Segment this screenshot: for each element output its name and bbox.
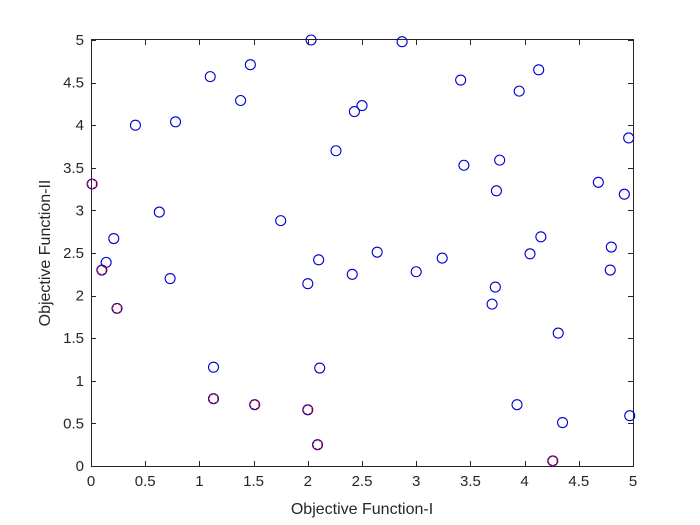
y-tick-label: 4.5 [63,75,84,92]
population-point [513,85,525,97]
x-tick-labels: 0 0.5 1 1.5 2 2.5 3 3.5 4 4.5 5 [87,473,637,490]
y-axis-label: Objective Function-II [37,180,54,327]
population-point [348,106,360,118]
x-tick-label: 1 [195,473,203,490]
pareto-point [547,455,559,467]
population-point [356,100,368,112]
x-tick-label: 2 [304,473,312,490]
population-point [305,34,317,46]
population-point [436,252,448,264]
population-point [604,264,616,276]
population-point [623,132,635,144]
pareto-point [111,303,123,314]
population-point [624,410,636,422]
y-tick-label: 0 [76,458,84,475]
population-point [618,188,630,200]
x-tick-label: 5 [629,473,637,490]
population-point [486,298,498,310]
pareto-point [86,178,98,190]
x-tick-label: 0.5 [135,473,156,490]
population-point [494,154,506,166]
population-point [313,254,325,266]
x-tick-label: 0 [87,473,95,490]
population-point [458,159,470,171]
pareto-point [312,439,323,451]
population-point [489,281,501,293]
pareto-point [208,393,219,404]
pareto-point [249,399,260,410]
population-point [204,71,216,83]
population-point [455,74,467,86]
x-tick-label: 3 [412,473,420,490]
y-tick-label: 3.5 [63,160,84,177]
population-point [535,231,547,243]
y-tick-labels: 0 0.5 1 1.5 2 2.5 3 3.5 4 4.5 5 [63,32,84,475]
population-point [314,362,326,374]
population-point [170,116,182,128]
population-point [552,327,564,339]
x-tick-label: 4 [520,473,528,490]
y-tick-label: 0.5 [63,415,84,432]
y-tick-label: 3 [76,202,84,219]
x-tick-label: 2.5 [352,473,373,490]
population-point [244,59,256,71]
x-tick-label: 4.5 [568,473,589,490]
axis-ticks [91,40,634,467]
data-points [86,34,636,467]
population-point [490,185,502,197]
population-point [346,268,358,280]
pareto-point [302,404,314,416]
population-point [592,176,604,188]
y-tick-label: 5 [76,32,84,49]
pareto-point [96,264,108,276]
population-point [207,361,220,373]
population-point [164,273,176,285]
population-point [556,416,569,429]
population-point [108,232,120,245]
population-point [605,241,617,253]
population-point [129,119,141,131]
population-point [153,206,165,218]
y-tick-label: 2.5 [63,245,84,262]
population-point [235,94,247,107]
y-tick-label: 1.5 [63,330,84,347]
y-tick-label: 4 [76,117,84,134]
population-point [524,248,536,260]
population-point [396,36,408,48]
population-point [275,215,287,227]
population-point [410,266,422,278]
population-point [511,399,523,411]
population-point [371,246,383,258]
x-tick-label: 1.5 [243,473,264,490]
y-tick-label: 2 [76,288,84,305]
y-tick-label: 1 [76,373,84,390]
x-tick-label: 3.5 [460,473,481,490]
x-axis-label: Objective Function-I [291,501,433,518]
population-point [302,278,314,290]
population-point [533,64,545,76]
population-point [100,256,112,268]
population-point [330,145,342,157]
plot-area [91,39,634,467]
